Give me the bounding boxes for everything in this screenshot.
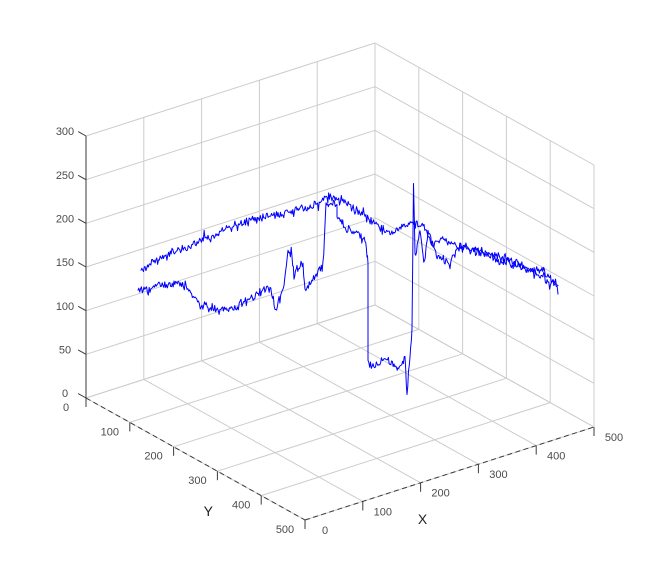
svg-text:400: 400 <box>232 500 250 512</box>
svg-text:100: 100 <box>374 506 392 518</box>
svg-text:300: 300 <box>188 475 206 487</box>
svg-text:0: 0 <box>62 388 68 400</box>
svg-text:500: 500 <box>605 432 623 444</box>
svg-text:50: 50 <box>59 345 71 357</box>
svg-text:150: 150 <box>56 257 74 269</box>
svg-text:X: X <box>418 511 428 527</box>
svg-text:400: 400 <box>547 451 565 463</box>
svg-text:0: 0 <box>63 402 69 414</box>
svg-text:Y: Y <box>204 503 214 519</box>
svg-text:200: 200 <box>431 488 449 500</box>
svg-text:300: 300 <box>489 469 507 481</box>
svg-text:300: 300 <box>56 126 74 138</box>
svg-text:500: 500 <box>276 524 294 536</box>
svg-text:200: 200 <box>56 214 74 226</box>
svg-text:200: 200 <box>144 451 162 463</box>
svg-text:100: 100 <box>101 426 119 438</box>
svg-text:0: 0 <box>322 525 328 537</box>
svg-text:250: 250 <box>56 170 74 182</box>
svg-text:100: 100 <box>56 301 74 313</box>
